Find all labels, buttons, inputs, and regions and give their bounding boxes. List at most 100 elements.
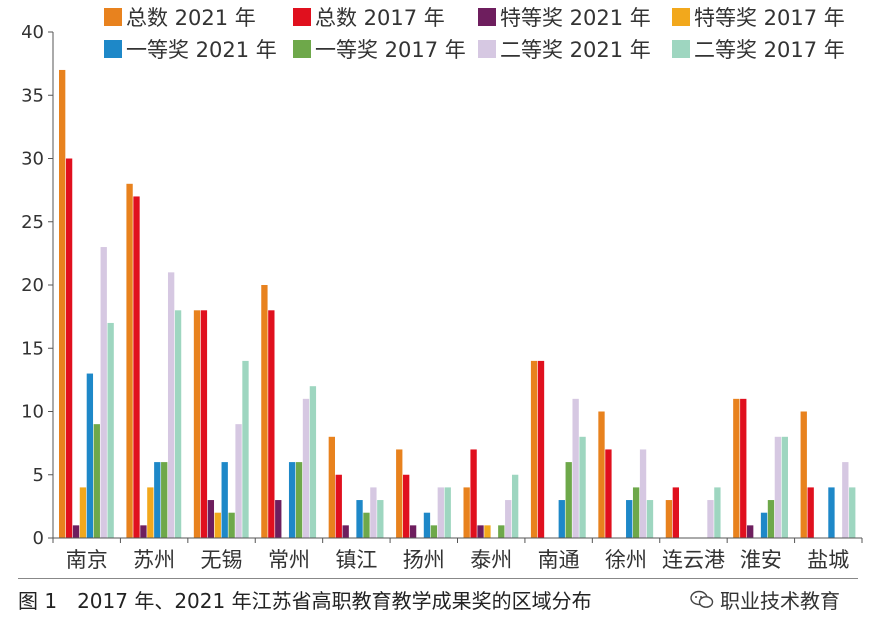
bar [207,500,215,538]
bar [828,487,835,538]
x-category-label: 常州 [268,548,310,572]
bar [665,500,673,538]
bar [154,462,161,538]
bar [537,360,545,538]
x-category-label: 连云港 [662,548,725,572]
legend-label: 总数 2021 年 [126,6,256,30]
bar [646,500,654,538]
legend-swatch [104,40,122,58]
bar [781,436,788,538]
bar [147,487,154,538]
bar [228,512,235,538]
caption-divider [18,578,858,579]
y-tick-label: 35 [21,85,44,106]
bar [774,436,782,538]
wechat-icon [690,590,714,608]
watermark: 职业技术教育 [690,585,840,614]
bar [396,449,403,538]
bar [302,398,310,538]
bar [639,449,647,538]
bar [356,500,363,538]
figure-caption: 图 1 2017 年、2021 年江苏省高职教育教学成果奖的区域分布 [18,589,592,613]
bar [79,487,87,538]
bar [605,449,612,538]
bar [714,487,721,538]
bar [268,310,275,538]
legend-swatch [293,8,311,26]
x-category-label: 淮安 [740,548,782,572]
y-tick-label: 0 [33,528,44,549]
bar [200,310,208,538]
legend-swatch [672,40,690,58]
bar [477,525,484,538]
x-category-label: 扬州 [403,548,445,572]
bar [437,487,444,538]
bar [598,411,605,538]
bar [484,525,491,538]
legend-label: 二等奖 2021 年 [500,38,651,62]
bar [579,436,586,538]
y-tick-label: 15 [21,338,44,359]
x-category-label: 南通 [538,548,580,572]
bar [214,512,221,538]
y-tick-label: 30 [21,149,44,170]
bar [335,474,342,538]
bar [530,360,538,538]
bar [707,500,714,538]
bar-chart: 总数 2021 年 总数 2017 年 特等奖 2021 年 特等奖 2017 年一等… [21,6,863,572]
legend-label: 二等奖 2017 年 [694,38,845,62]
legend-label: 特等奖 2017 年 [694,6,845,30]
y-tick-label: 25 [21,212,44,233]
bar [342,525,349,538]
x-category-label: 镇江 [335,548,377,572]
bar [72,525,80,538]
legend-label: 特等奖 2021 年 [500,6,651,30]
bar [511,474,519,538]
bar [430,525,438,538]
x-axis: 南京 苏州 无锡 常州 镇江 扬州 泰州 南通 徐州 连云港 淮安 盐城 [52,537,863,572]
bar [423,512,431,538]
bar [133,196,140,538]
bar [733,398,740,538]
bar [632,487,640,538]
bar [377,500,384,538]
legend-label: 一等奖 2021 年 [126,38,277,62]
y-tick-label: 5 [33,465,44,486]
bar [842,462,849,538]
bar [747,525,754,538]
y-axis: 0 5 10 15 20 25 30 35 40 [21,22,54,549]
bar [59,69,66,538]
bar [760,512,768,538]
x-category-label: 苏州 [133,548,175,572]
bar [363,512,370,538]
bar [409,525,417,538]
y-tick-label: 40 [21,22,44,43]
legend-label: 总数 2017 年 [315,6,445,30]
bar [174,310,182,538]
bar [235,424,242,538]
y-tick-label: 20 [21,275,44,296]
bar [100,247,107,539]
legend-swatch [672,8,690,26]
legend-swatch [104,8,122,26]
bar [403,474,410,538]
bar [126,183,133,539]
bars [59,69,856,539]
bar [463,487,470,538]
bar [167,272,175,538]
bar [767,500,775,538]
bar [800,411,807,538]
x-category-label: 泰州 [470,548,512,572]
bar [140,525,147,538]
bar [672,487,680,538]
watermark-text: 职业技术教育 [720,589,840,613]
bar [470,449,477,538]
bar [65,158,73,538]
bar [193,310,201,538]
legend-swatch [478,40,496,58]
bar [505,500,512,538]
legend-label: 一等奖 2017 年 [315,38,466,62]
bar [572,398,579,538]
bar [498,525,505,538]
bar [807,487,814,538]
